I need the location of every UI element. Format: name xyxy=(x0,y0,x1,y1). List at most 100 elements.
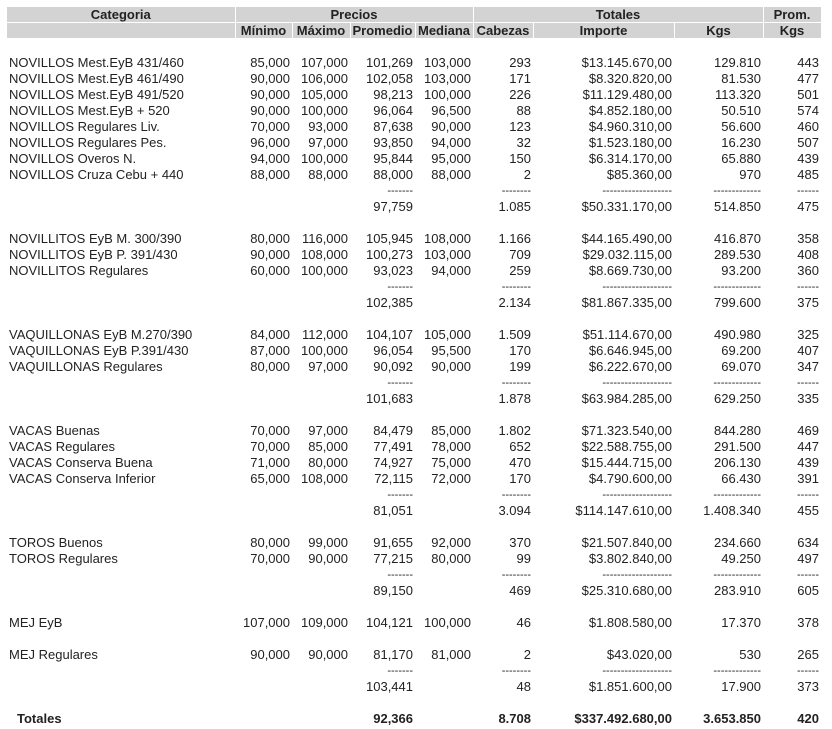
cell-prom-kgs: 375 xyxy=(797,295,819,310)
cell-cabezas: 1.166 xyxy=(498,231,531,246)
cell-maximo: 108,000 xyxy=(301,247,348,262)
cell-cabezas: 2 xyxy=(523,167,531,182)
cell-categoria: TOROS Buenos xyxy=(9,535,103,550)
cell-minimo: 90,000 xyxy=(250,71,290,86)
spacer-row xyxy=(7,407,821,423)
cell-importe: $44.165.490,00 xyxy=(581,231,672,246)
cell-prom-kgs: 507 xyxy=(797,135,819,150)
cell-maximo: 90,000 xyxy=(308,647,348,662)
cell-maximo: 100,000 xyxy=(301,151,348,166)
cell-importe: ------------------- xyxy=(602,377,672,389)
cell-cabezas: -------- xyxy=(501,665,531,677)
cell-importe: $4.852.180,00 xyxy=(588,103,672,118)
cell-cabezas: 3.094 xyxy=(498,503,531,518)
cell-prom-kgs: 443 xyxy=(797,55,819,70)
cell-prom-kgs: 501 xyxy=(797,87,819,102)
cell-mediana xyxy=(415,503,473,519)
separator-row: ------- -------- ------------------- ------… xyxy=(7,487,821,503)
table-row: NOVILLITOS EyB P. 391/430 90,000 108,000 10… xyxy=(7,247,821,263)
cell-prom-kgs: 408 xyxy=(797,247,819,262)
cell-prom-kgs: 460 xyxy=(797,119,819,134)
cell-maximo: 100,000 xyxy=(301,103,348,118)
cell-promedio: ------- xyxy=(387,377,413,389)
cell-prom-kgs: 634 xyxy=(797,535,819,550)
table-row: VAQUILLONAS Regulares 80,000 97,000 90,092 9… xyxy=(7,359,821,375)
cell-categoria: VAQUILLONAS Regulares xyxy=(9,359,163,374)
cell-maximo xyxy=(292,487,350,503)
cell-prom-kgs: 358 xyxy=(797,231,819,246)
cell-promedio: 97,759 xyxy=(373,199,413,214)
cell-categoria xyxy=(7,487,235,503)
table-row: VACAS Buenas 70,000 97,000 84,479 85,000 1.80… xyxy=(7,423,821,439)
cell-kgs: ------------- xyxy=(713,377,761,389)
cell-kgs: ------------- xyxy=(713,281,761,293)
cell-maximo: 93,000 xyxy=(308,119,348,134)
table-row: NOVILLOS Cruza Cebu + 440 88,000 88,000 88,… xyxy=(7,167,821,183)
table-row: MEJ EyB 107,000 109,000 104,121 100,000 46 $1.… xyxy=(7,615,821,631)
cell-cabezas: 123 xyxy=(509,119,531,134)
cell-mediana: 96,500 xyxy=(431,103,471,118)
cell-cabezas: 150 xyxy=(509,151,531,166)
header-promedio: Promedio xyxy=(350,22,416,39)
cell-categoria: NOVILLOS Mest.EyB + 520 xyxy=(9,103,170,118)
cell-categoria xyxy=(7,199,235,215)
cell-categoria: VACAS Conserva Buena xyxy=(9,455,153,470)
table-row: VACAS Regulares 70,000 85,000 77,491 78,000 6… xyxy=(7,439,821,455)
cell-importe: $1.851.600,00 xyxy=(588,679,672,694)
cell-kgs: 17.370 xyxy=(721,615,761,630)
cell-minimo xyxy=(235,391,292,407)
cell-mediana: 78,000 xyxy=(431,439,471,454)
cell-minimo: 84,000 xyxy=(250,327,290,342)
cell-kgs: 970 xyxy=(739,167,761,182)
cell-importe: $337.492.680,00 xyxy=(574,711,672,726)
cell-cabezas: 470 xyxy=(509,455,531,470)
header-kgs: Kgs xyxy=(674,22,764,39)
cell-cabezas: 1.878 xyxy=(498,391,531,406)
cell-minimo xyxy=(235,487,292,503)
cell-promedio: 104,107 xyxy=(366,327,413,342)
header-column-row: Mínimo Máximo Promedio Mediana Cabezas I… xyxy=(7,22,822,39)
cell-cabezas: -------- xyxy=(501,185,531,197)
cell-prom-kgs: 477 xyxy=(797,71,819,86)
cell-mediana: 94,000 xyxy=(431,263,471,278)
cell-prom-kgs: 485 xyxy=(797,167,819,182)
cell-promedio: 98,213 xyxy=(373,87,413,102)
cell-minimo: 88,000 xyxy=(250,167,290,182)
cell-maximo: 97,000 xyxy=(308,423,348,438)
cell-prom-kgs: 265 xyxy=(797,647,819,662)
cell-minimo xyxy=(235,711,292,727)
cell-prom-kgs: 574 xyxy=(797,103,819,118)
cell-minimo: 107,000 xyxy=(243,615,290,630)
cell-prom-kgs: 469 xyxy=(797,423,819,438)
separator-row: ------- -------- ------------------- ------… xyxy=(7,567,821,583)
header-group-row: Categoria Precios Totales Prom. xyxy=(7,7,822,23)
cell-minimo: 90,000 xyxy=(250,87,290,102)
cell-importe: $6.222.670,00 xyxy=(588,359,672,374)
spacer-row xyxy=(7,311,821,327)
cell-minimo xyxy=(235,375,292,391)
cell-cabezas: 370 xyxy=(509,535,531,550)
cell-importe: $15.444.715,00 xyxy=(581,455,672,470)
cell-categoria: MEJ Regulares xyxy=(9,647,98,662)
cell-mediana: 94,000 xyxy=(431,135,471,150)
header-totales: Totales xyxy=(473,7,764,23)
cell-kgs: ------------- xyxy=(713,569,761,581)
cell-cabezas: 170 xyxy=(509,343,531,358)
cell-kgs: 530 xyxy=(739,647,761,662)
cell-categoria xyxy=(7,583,235,599)
cell-prom-kgs: ------ xyxy=(797,489,819,501)
cell-prom-kgs: 335 xyxy=(797,391,819,406)
cell-maximo: 85,000 xyxy=(308,439,348,454)
cell-kgs: 844.280 xyxy=(714,423,761,438)
cell-categoria: NOVILLOS Cruza Cebu + 440 xyxy=(9,167,184,182)
table-row: NOVILLOS Regulares Pes. 96,000 97,000 93,85… xyxy=(7,135,821,151)
cell-categoria: NOVILLITOS Regulares xyxy=(9,263,149,278)
cell-mediana: 95,500 xyxy=(431,343,471,358)
table-row: NOVILLOS Overos N. 94,000 100,000 95,844 95,… xyxy=(7,151,821,167)
cell-promedio: 89,150 xyxy=(373,583,413,598)
cell-importe: $50.331.170,00 xyxy=(581,199,672,214)
cell-kgs: 799.600 xyxy=(714,295,761,310)
cell-importe: $114.147.610,00 xyxy=(575,503,672,518)
cell-mediana xyxy=(415,295,473,311)
cell-mediana xyxy=(415,583,473,599)
